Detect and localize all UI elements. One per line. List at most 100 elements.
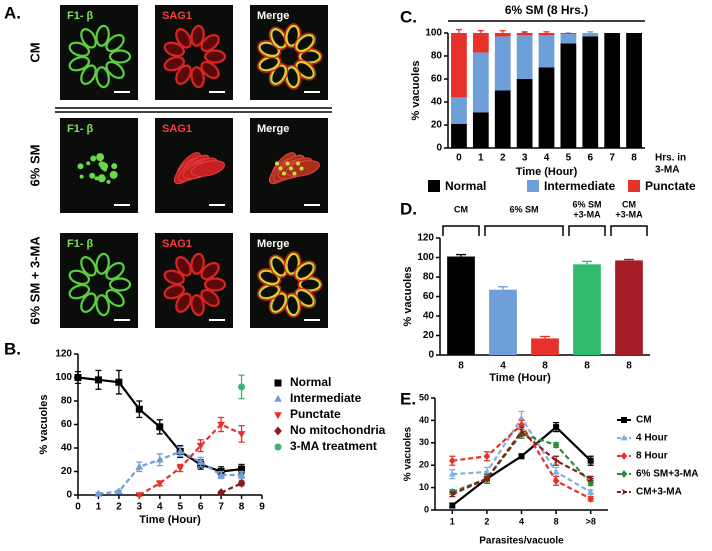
cell — [285, 24, 300, 47]
marker — [155, 480, 164, 488]
bracket — [442, 225, 480, 236]
error-bar — [498, 286, 508, 290]
legend-label: CM+3-MA — [636, 487, 682, 498]
cells — [68, 252, 132, 317]
y-tick-label: 60 — [431, 74, 443, 85]
panel-label: D. — [400, 199, 417, 218]
marker — [94, 489, 103, 497]
row-label: 6% SM — [27, 145, 42, 187]
marker — [552, 441, 560, 449]
marker — [449, 470, 456, 477]
organelle — [278, 166, 283, 171]
group-label: +3-MA — [615, 209, 643, 219]
legend-label: Punctate — [645, 179, 696, 193]
y-tick-label: 0 — [424, 504, 429, 514]
cells — [77, 153, 118, 184]
x-tick-label: 8 — [239, 502, 245, 513]
legend-label: 6% SM+3-MA — [636, 469, 699, 480]
cell — [80, 64, 97, 85]
cell — [163, 41, 185, 58]
organelle — [109, 170, 118, 179]
bar-segment — [516, 79, 533, 148]
y-tick-label: 60 — [423, 291, 435, 302]
x-tick-label: 8 — [626, 361, 632, 372]
bar-segment — [560, 34, 577, 44]
cell — [95, 294, 110, 317]
organelle — [111, 163, 118, 170]
error-bar — [582, 260, 592, 265]
marker — [518, 453, 525, 460]
marker — [237, 431, 246, 439]
cell — [285, 252, 300, 275]
cell — [203, 277, 227, 292]
legend-swatch — [527, 180, 539, 192]
marker — [115, 378, 123, 386]
cell — [295, 288, 315, 308]
marker — [449, 456, 456, 465]
series-line — [138, 423, 243, 496]
bar-segment — [560, 43, 577, 148]
y-tick-label: 100 — [55, 372, 72, 383]
channel-label: Merge — [257, 10, 289, 22]
channel-label: F1- β — [67, 10, 94, 22]
marker — [135, 405, 143, 413]
organelle — [89, 172, 96, 179]
x-tick-label: 4 — [519, 516, 524, 526]
marker — [518, 414, 525, 421]
cells — [173, 152, 225, 185]
panel-label: C. — [400, 7, 417, 26]
error-bar — [456, 253, 466, 257]
cell — [200, 33, 220, 53]
y-tick-label: 0 — [436, 143, 442, 154]
cell — [175, 256, 192, 277]
bar-segment — [538, 35, 555, 68]
legend-marker — [620, 434, 628, 441]
row-label: CM — [27, 42, 42, 62]
y-tick-label: 20 — [423, 330, 435, 341]
marker — [518, 420, 525, 429]
cell-rim — [293, 260, 317, 282]
x-tick-label: 2 — [116, 502, 122, 513]
cell — [163, 269, 185, 286]
legend-swatch — [428, 180, 440, 192]
legend-marker — [621, 417, 627, 423]
legend-label: Normal — [445, 179, 486, 193]
marker — [135, 462, 144, 470]
bar-segment — [538, 33, 555, 36]
series-line — [98, 450, 242, 495]
organelle — [94, 176, 99, 181]
bar — [573, 264, 601, 355]
legend-marker — [274, 443, 282, 451]
group-label: CM — [454, 204, 468, 214]
x-tick-label: 7 — [609, 153, 615, 164]
y-tick-label: 10 — [419, 482, 429, 492]
cell — [108, 277, 132, 292]
marker — [155, 455, 164, 463]
group-label: 6% SM — [509, 204, 538, 214]
cell-rim — [257, 268, 282, 287]
legend-label: Intermediate — [290, 391, 362, 405]
cell — [200, 60, 220, 80]
marker — [552, 476, 560, 485]
error-bar — [543, 31, 550, 33]
x-tick-label: 1 — [478, 153, 484, 164]
cell-rim — [283, 23, 302, 49]
x-tick-label: 8 — [458, 361, 464, 372]
marker — [483, 468, 491, 475]
y-axis-label: % vacuoles — [403, 426, 414, 481]
organelle — [77, 163, 84, 170]
bar — [615, 260, 643, 355]
x-tick-label: 0 — [456, 153, 462, 164]
x-tick-label: 6 — [587, 153, 593, 164]
y-tick-label: 120 — [55, 349, 72, 360]
x-tick-label: 1 — [96, 502, 102, 513]
cell — [298, 49, 322, 64]
cell-rim — [268, 62, 289, 87]
bar-segment — [604, 33, 621, 148]
panel-label: A. — [4, 3, 21, 22]
bar-segment — [494, 90, 511, 148]
x-tick-label: 8 — [631, 153, 637, 164]
y-tick-label: 40 — [431, 97, 443, 108]
channel-label: F1- β — [67, 238, 94, 250]
marker — [238, 465, 246, 473]
